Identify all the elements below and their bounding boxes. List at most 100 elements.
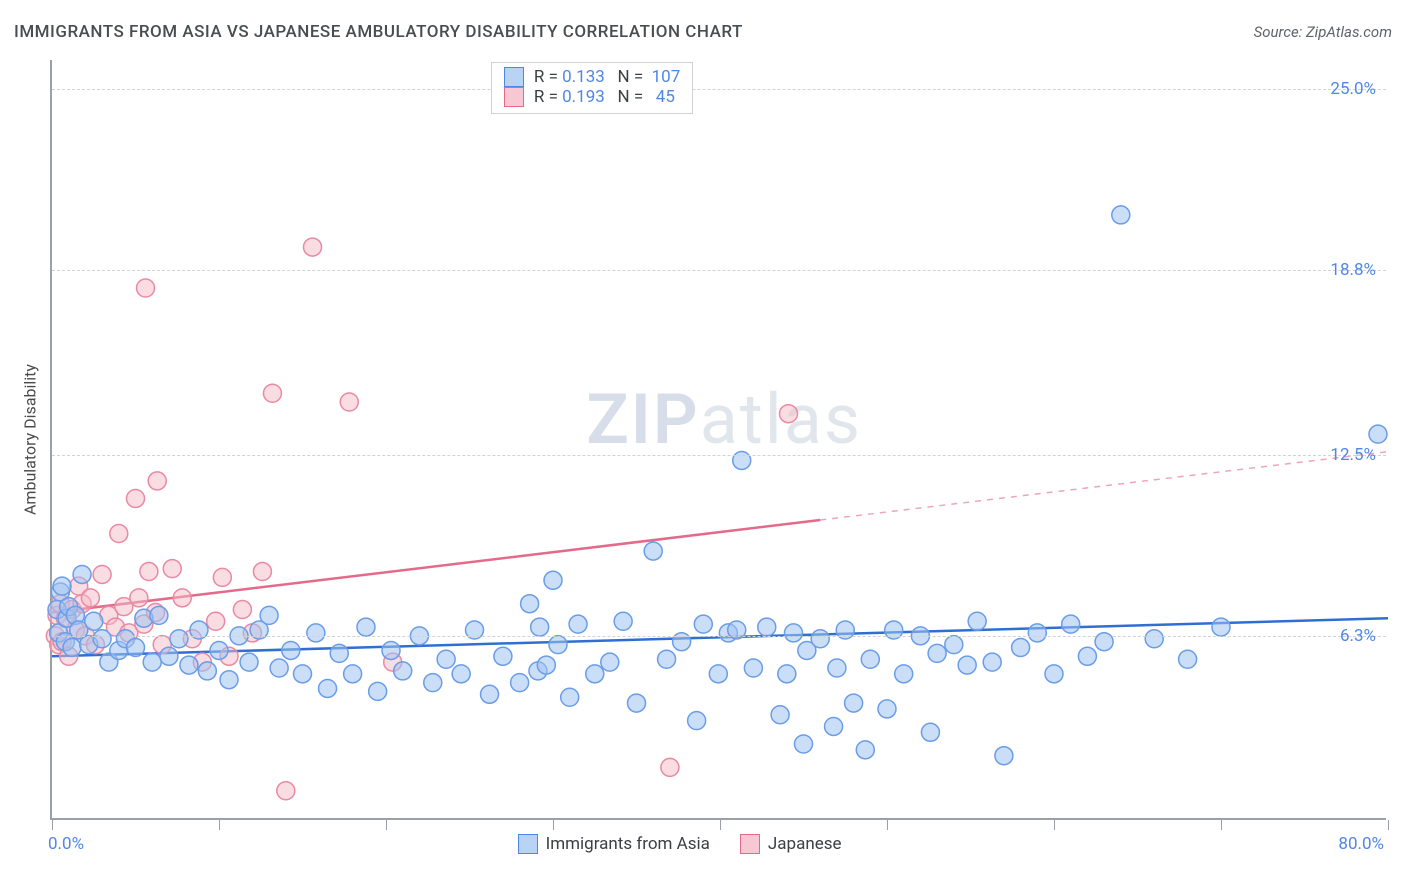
- scatter-point: [382, 641, 400, 659]
- legend-swatch: [504, 87, 524, 107]
- scatter-point: [173, 589, 191, 607]
- series-legend-label: Japanese: [768, 834, 842, 854]
- legend-swatch: [504, 67, 524, 87]
- scatter-point: [861, 650, 879, 668]
- scatter-point: [170, 630, 188, 648]
- scatter-point: [180, 656, 198, 674]
- scatter-point: [110, 525, 128, 543]
- scatter-point: [85, 612, 103, 630]
- scatter-point: [150, 606, 168, 624]
- scatter-point: [437, 650, 455, 668]
- scatter-point: [537, 656, 555, 674]
- scatter-point: [661, 758, 679, 776]
- scatter-point: [344, 665, 362, 683]
- scatter-point: [63, 639, 81, 657]
- scatter-point: [895, 665, 913, 683]
- stats-legend: R = 0.133 N = 107R = 0.193 N = 45: [491, 62, 693, 114]
- scatter-point: [614, 612, 632, 630]
- scatter-point: [1028, 624, 1046, 642]
- scatter-point: [878, 700, 896, 718]
- scatter-point: [213, 568, 231, 586]
- scatter-point: [277, 782, 295, 800]
- scatter-point: [210, 641, 228, 659]
- scatter-point: [511, 674, 529, 692]
- scatter-point: [73, 565, 91, 583]
- scatter-point: [424, 674, 442, 692]
- legend-swatch: [518, 834, 538, 854]
- scatter-point: [758, 618, 776, 636]
- scatter-point: [494, 647, 512, 665]
- y-tick-label: 18.8%: [1330, 260, 1376, 280]
- scatter-point: [771, 706, 789, 724]
- scatter-points-layer: [52, 60, 1388, 820]
- scatter-point: [644, 542, 662, 560]
- scatter-point: [968, 612, 986, 630]
- scatter-point: [240, 653, 258, 671]
- scatter-point: [1012, 639, 1030, 657]
- scatter-point: [93, 565, 111, 583]
- scatter-point: [845, 694, 863, 712]
- scatter-point: [319, 679, 337, 697]
- scatter-point: [778, 665, 796, 683]
- scatter-point: [270, 659, 288, 677]
- scatter-point: [825, 717, 843, 735]
- x-axis-max-label: 80.0%: [1338, 834, 1384, 854]
- x-tick: [219, 820, 220, 830]
- scatter-point: [856, 741, 874, 759]
- scatter-point: [307, 624, 325, 642]
- x-tick: [887, 820, 888, 830]
- scatter-point: [263, 384, 281, 402]
- y-tick-label: 6.3%: [1340, 626, 1376, 646]
- scatter-point: [521, 595, 539, 613]
- scatter-point: [294, 665, 312, 683]
- scatter-point: [601, 653, 619, 671]
- x-tick: [1388, 820, 1389, 830]
- scatter-point: [1045, 665, 1063, 683]
- scatter-point: [304, 238, 322, 256]
- x-tick: [1221, 820, 1222, 830]
- scatter-point: [452, 665, 470, 683]
- legend-swatch: [740, 834, 760, 854]
- x-tick: [52, 820, 53, 830]
- scatter-point: [995, 747, 1013, 765]
- scatter-point: [369, 682, 387, 700]
- scatter-point: [958, 656, 976, 674]
- scatter-point: [544, 571, 562, 589]
- scatter-point: [127, 489, 145, 507]
- scatter-point: [586, 665, 604, 683]
- source-credit: Source: ZipAtlas.com: [1254, 23, 1392, 41]
- scatter-point: [628, 694, 646, 712]
- scatter-point: [140, 563, 158, 581]
- scatter-point: [709, 665, 727, 683]
- scatter-point: [93, 630, 111, 648]
- scatter-point: [53, 577, 71, 595]
- y-axis-label: Ambulatory Disability: [21, 340, 40, 540]
- x-tick: [720, 820, 721, 830]
- scatter-point: [198, 662, 216, 680]
- scatter-point: [569, 615, 587, 633]
- scatter-point: [784, 624, 802, 642]
- series-legend-label: Immigrants from Asia: [546, 834, 710, 854]
- stats-legend-row: R = 0.133 N = 107: [504, 67, 680, 87]
- scatter-point: [561, 688, 579, 706]
- scatter-point: [233, 601, 251, 619]
- scatter-point: [1062, 615, 1080, 633]
- scatter-point: [1078, 647, 1096, 665]
- x-axis-min-label: 0.0%: [48, 834, 84, 854]
- scatter-point: [928, 644, 946, 662]
- scatter-point: [127, 639, 145, 657]
- scatter-point: [744, 659, 762, 677]
- scatter-point: [531, 618, 549, 636]
- scatter-point: [163, 560, 181, 578]
- series-legend-item: Japanese: [740, 834, 842, 854]
- scatter-point: [779, 405, 797, 423]
- scatter-point: [1112, 206, 1130, 224]
- scatter-point: [694, 615, 712, 633]
- scatter-point: [1179, 650, 1197, 668]
- scatter-point: [1212, 618, 1230, 636]
- scatter-point: [143, 653, 161, 671]
- scatter-point: [688, 712, 706, 730]
- scatter-point: [1145, 630, 1163, 648]
- plot-area: ZIPatlas 6.3%12.5%18.8%25.0%: [50, 60, 1386, 820]
- scatter-point: [207, 612, 225, 630]
